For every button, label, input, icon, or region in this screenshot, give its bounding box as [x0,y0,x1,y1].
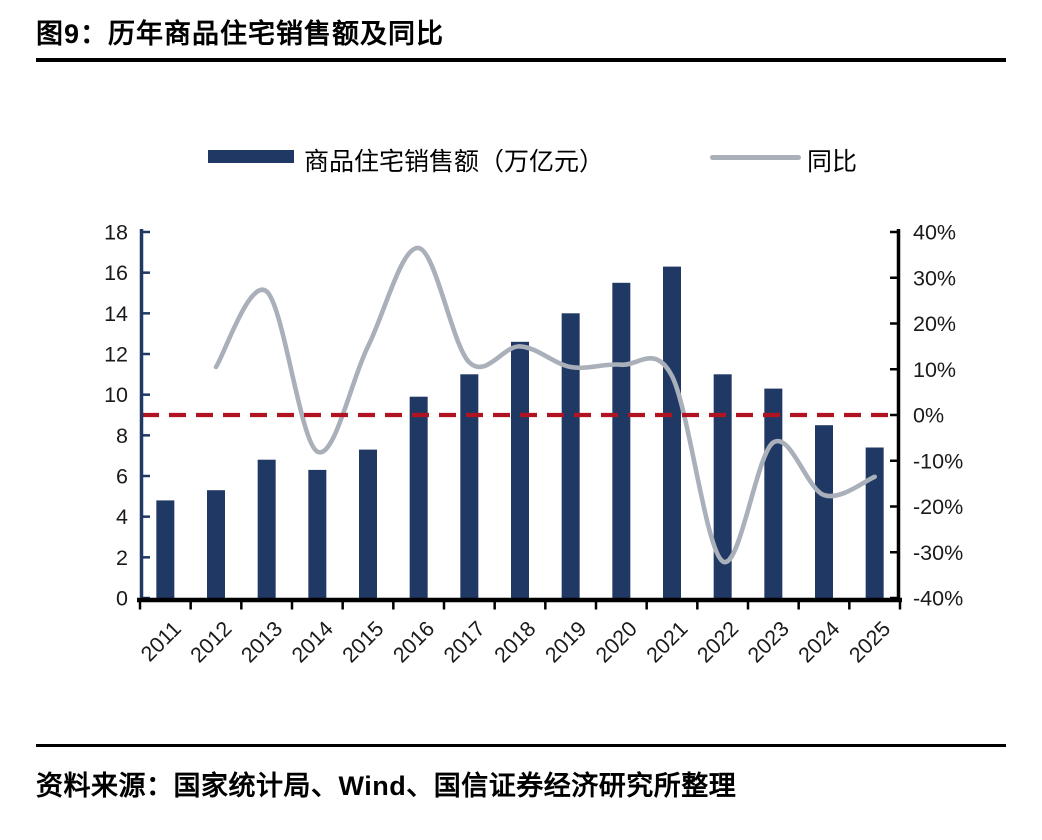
left-axis-tick-label: 4 [116,505,128,529]
x-axis-year-label: 2022 [692,617,743,668]
chart-legend: 商品住宅销售额（万亿元） 同比 [0,142,1042,176]
bar-2019 [561,313,580,600]
legend-line-label: 同比 [807,148,858,176]
bar-2017 [460,374,479,600]
chart-title: 图9：历年商品住宅销售额及同比 [36,19,445,49]
left-axis-tick-label: 14 [104,302,128,326]
source-note: 资料来源：国家统计局、Wind、国信证券经济研究所整理 [36,771,737,801]
x-axis-year-label: 2015 [338,617,389,668]
bar-2013 [257,459,276,600]
bar-2018 [511,341,529,600]
left-axis-tick-label: 12 [104,343,128,367]
chart-canvas: 0 2 4 6 8 10 12 14 16 18 -40% -30% -20% -10% 0% 10% 20% 3… [104,221,963,668]
bar-2025 [865,447,884,600]
x-axis-year-label: 2017 [439,617,490,668]
bar-2023 [764,388,783,600]
x-axis-year-label: 2023 [743,617,794,668]
left-axis-tick-label: 2 [116,546,128,570]
bar-2021 [663,266,681,600]
x-axis-year-label: 2024 [794,617,845,668]
x-axis-year-label: 2016 [388,617,439,668]
x-axis-year-label: 2020 [591,617,642,668]
legend-bar-swatch-icon [208,150,294,163]
legend-line-swatch-icon [710,155,801,160]
left-axis-tick-label: 0 [116,587,128,611]
legend-bar-label: 商品住宅销售额（万亿元） [304,148,605,176]
bar-2020 [612,282,631,600]
right-axis-tick-label: 30% [913,266,956,290]
left-axis-tick-label: 16 [104,261,128,285]
left-axis-tick-label: 18 [104,221,128,245]
bar-2024 [815,425,833,600]
x-axis-year-label: 2011 [136,617,186,667]
bar-2011 [156,500,175,600]
right-axis-tick-label: -40% [913,587,963,611]
bar-2014 [308,469,327,600]
x-axis-year-label: 2012 [186,617,237,668]
x-axis-year-label: 2019 [540,617,591,668]
x-axis-year-label: 2025 [844,617,895,668]
x-axis-year-label: 2013 [236,617,287,668]
source-divider [36,744,1006,747]
bar-2016 [409,396,428,600]
right-axis-tick-label: -20% [913,495,963,519]
bar-2015 [359,449,377,600]
yoy-line [213,245,877,565]
x-axis-year-label: 2021 [642,617,693,668]
right-axis-tick-label: 0% [913,404,944,428]
bar-2022 [713,374,732,600]
x-axis-year-label: 2018 [490,617,541,668]
right-axis-tick-label: 20% [913,312,956,336]
title-divider [36,58,1006,62]
left-axis-tick-label: 10 [104,383,128,407]
left-axis-tick-label: 8 [116,424,128,448]
right-axis-tick-label: 40% [913,221,956,245]
bar-2012 [207,490,225,600]
left-axis-tick-label: 6 [116,465,128,489]
right-axis-tick-label: -30% [913,541,963,565]
right-axis-tick-label: -10% [913,449,963,473]
x-axis-year-label: 2014 [287,617,338,668]
right-axis-tick-label: 10% [913,358,956,382]
